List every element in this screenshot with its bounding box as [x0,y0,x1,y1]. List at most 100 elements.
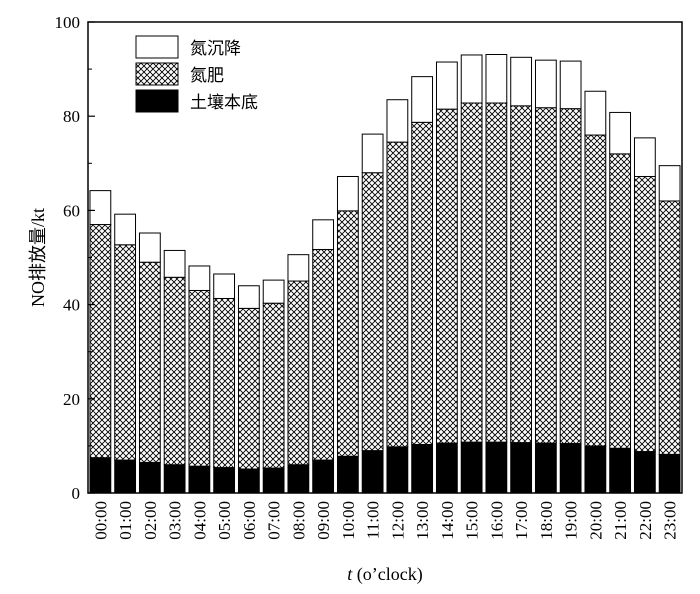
bar-series-1-1200 [386,141,409,448]
x-tick-label: 16:00 [487,501,506,540]
bar-series-0-1700 [510,442,533,494]
bar-series-1-0700 [262,302,285,469]
x-tick-label: 13:00 [413,501,432,540]
bar-series-1-1700 [510,105,533,444]
bar-series-2-1800 [534,59,557,109]
legend-swatch-series-0 [135,89,179,113]
x-tick-label: 15:00 [463,501,482,540]
x-tick-label: 19:00 [562,501,581,540]
bar-series-0-1900 [559,443,582,494]
bar-series-2-2300 [658,165,681,202]
bar-series-2-2100 [609,111,632,155]
bar-series-0-1000 [336,455,359,494]
bar-series-2-1500 [460,54,483,104]
x-tick-label: 20:00 [586,501,605,540]
bar-series-1-0600 [237,307,260,470]
bar-series-0-1100 [361,450,384,494]
bar-series-1-1900 [559,108,582,445]
bar-series-2-2200 [633,137,656,177]
x-tick-label: 22:00 [636,501,655,540]
y-tick-label: 40 [63,296,80,315]
bar-series-2-0800 [287,254,310,282]
bar-series-2-0200 [138,232,161,263]
bar-series-1-1400 [435,108,458,444]
x-tick-label: 14:00 [438,501,457,540]
legend-swatch-series-2 [135,35,179,59]
bar-series-1-0400 [188,289,211,467]
bar-series-1-0300 [163,276,186,466]
bar-series-2-1400 [435,61,458,110]
bar-series-0-0000 [89,457,112,494]
bar-series-2-1700 [510,56,533,107]
x-tick-label: 17:00 [512,501,531,540]
bar-series-1-1800 [534,107,557,444]
legend-label-series-0: 土壤本底 [190,92,258,112]
bar-series-0-1200 [386,446,409,494]
x-tick-label: 12:00 [388,501,407,540]
x-tick-label: 23:00 [661,501,680,540]
bar-series-1-2300 [658,200,681,455]
bar-series-2-1600 [485,54,508,104]
bar-series-0-1800 [534,442,557,494]
bar-series-0-1400 [435,442,458,494]
bar-series-2-0300 [163,249,186,278]
bar-series-2-0500 [213,273,236,299]
bar-series-1-1500 [460,102,483,443]
y-tick-label: 60 [63,201,80,220]
bar-series-1-2000 [584,134,607,447]
bar-series-0-2300 [658,453,681,494]
bar-series-2-1000 [336,175,359,212]
x-axis-title-unit: (o’clock) [352,564,422,585]
bar-series-1-0100 [114,244,137,461]
plot-area [89,54,681,494]
bar-series-2-0100 [114,213,137,246]
bar-series-0-1500 [460,441,483,494]
y-tick-label: 0 [72,484,81,503]
bar-series-2-0700 [262,279,285,304]
bar-series-0-1600 [485,441,508,494]
bar-series-2-2000 [584,90,607,136]
bar-series-2-1900 [559,60,582,110]
x-tick-label: 11:00 [364,501,383,539]
bar-series-1-0500 [213,297,236,469]
x-tick-label: 05:00 [215,501,234,540]
bar-series-2-1100 [361,133,384,174]
bar-series-2-0000 [89,190,112,226]
bar-series-2-0900 [312,219,335,250]
y-tick-label: 20 [63,390,80,409]
bar-series-2-0400 [188,265,211,291]
bar-series-0-2000 [584,445,607,494]
legend-label-series-2: 氮沉降 [190,39,241,58]
x-tick-label: 18:00 [537,501,556,540]
bar-series-1-0900 [312,248,335,461]
x-tick-label: 06:00 [240,501,259,540]
bar-series-2-1200 [386,99,409,143]
y-tick-label: 80 [63,107,80,126]
x-tick-label: 09:00 [314,501,333,540]
bar-series-2-1300 [411,76,434,123]
bar-series-0-1300 [411,443,434,494]
axes: 0 20 40 60 80 100 00:00 01:00 02:00 03:00 04:00 05:… [55,13,683,540]
bar-series-0-2100 [609,447,632,494]
bar-series-1-0200 [138,261,161,463]
x-tick-label: 00:00 [91,501,110,540]
bar-series-1-2100 [609,153,632,449]
x-tick-label: 01:00 [116,501,135,540]
bar-series-1-1100 [361,172,384,452]
bar-series-1-1300 [411,121,434,445]
bar-series-1-1000 [336,210,359,457]
x-tick-label: 21:00 [611,501,630,540]
x-axis-title: t (o’clock) [347,564,422,585]
bar-series-1-0000 [89,224,112,459]
x-tick-label: 07:00 [265,501,284,540]
bar-series-1-0800 [287,280,310,466]
x-axis-title-italic: t [347,564,353,584]
x-tick-label: 02:00 [141,501,160,540]
legend-label-series-1: 氮肥 [190,66,224,85]
x-tick-label: 04:00 [190,501,209,540]
x-tick-label: 10:00 [339,501,358,540]
y-tick-label: 100 [55,13,81,32]
bar-series-0-2200 [633,451,656,494]
